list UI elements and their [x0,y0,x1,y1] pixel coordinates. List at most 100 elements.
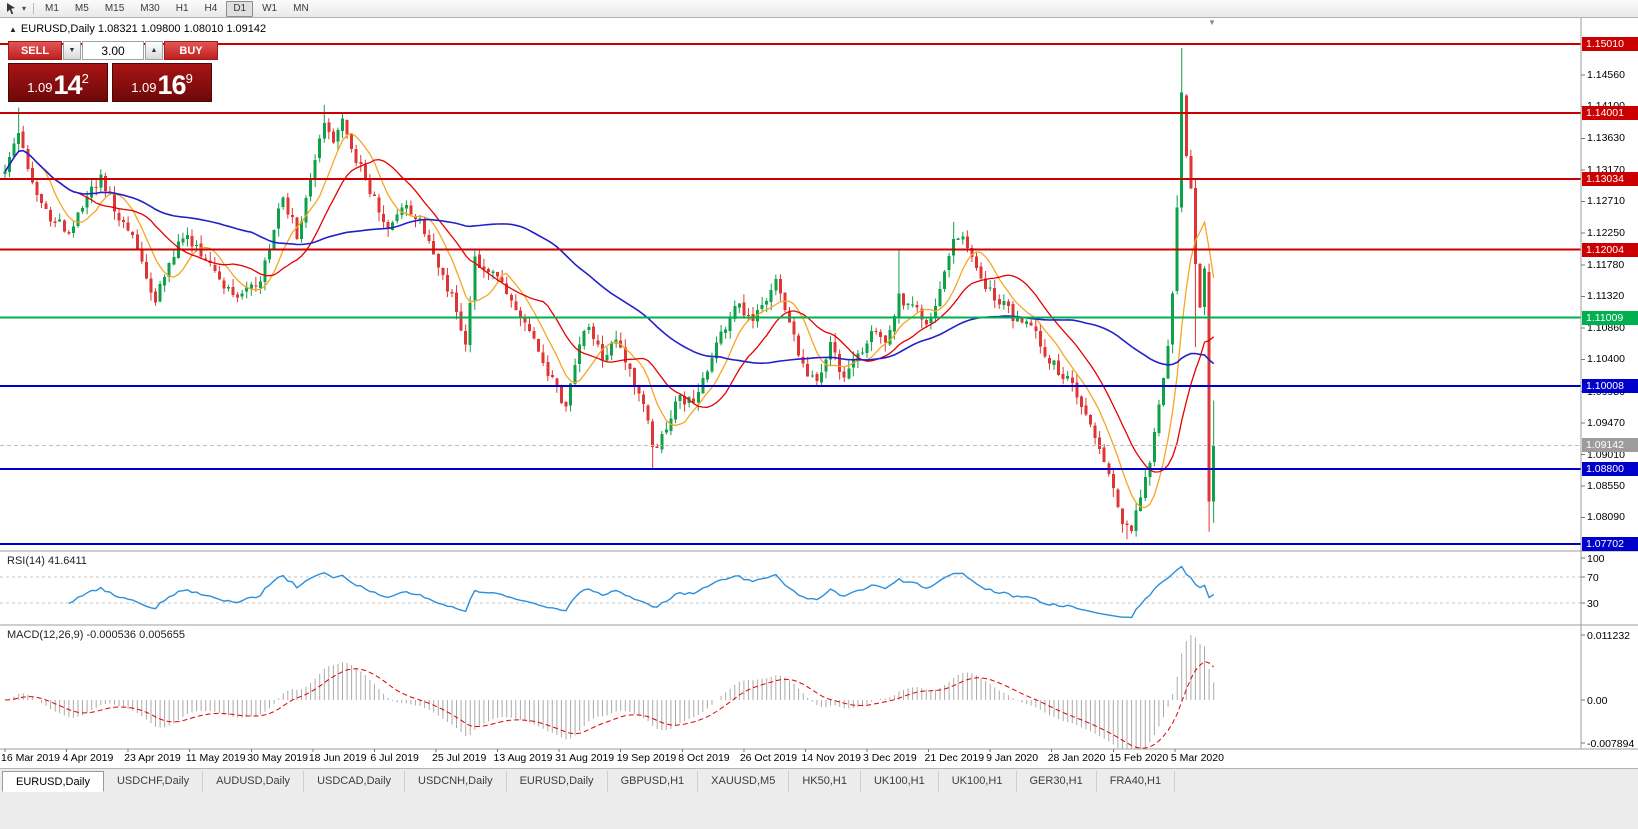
chart-tab-10[interactable]: UK100,H1 [939,771,1017,792]
price-scale-label: 1.14560 [1587,68,1625,81]
chart-tab-3[interactable]: USDCAD,Daily [304,771,406,792]
rsi-scale-label: 70 [1587,572,1599,585]
chart-tab-12[interactable]: FRA40,H1 [1097,771,1176,792]
timeframe-button-h1[interactable]: H1 [175,2,189,14]
time-axis-label: 3 Dec 2019 [862,752,917,764]
price-scale-label: 1.12250 [1587,226,1625,239]
sell-button[interactable]: SELL [8,41,62,60]
macd-indicator-label: MACD(12,26,9) -0.000536 0.005655 [7,629,185,641]
cursor-tool-icon[interactable] [3,2,19,16]
rsi-panel[interactable] [0,551,1581,625]
level-price-badge: 1.15010 [1582,37,1638,51]
price-scale-label: 1.09470 [1587,417,1625,430]
timeframe-button-h4[interactable]: H4 [204,2,218,14]
chart-tab-9[interactable]: UK100,H1 [861,771,939,792]
timeframe-button-m1[interactable]: M1 [45,2,59,14]
chart-shift-marker-icon[interactable]: ▼ [1208,18,1216,27]
one-click-trading-panel: SELL ▼ ▲ BUY 1.09 14 2 1.09 16 9 [8,41,218,102]
price-scale-label: 1.11780 [1587,258,1625,271]
time-axis-label: 28 Jan 2020 [1047,752,1106,764]
buy-price-big-digits: 16 [157,70,187,100]
sell-price-big-digits: 14 [53,70,83,100]
timeframe-button-mn[interactable]: MN [293,2,309,14]
level-price-badge: 1.08800 [1582,461,1638,476]
buy-price-pipette: 9 [185,71,193,86]
price-scale-label: 1.10860 [1587,321,1625,334]
price-scale-label: 1.10400 [1587,353,1625,366]
timeframe-button-m30[interactable]: M30 [140,2,160,14]
time-axis-label: 11 May 2019 [185,752,246,764]
level-price-badge: 1.11009 [1582,310,1638,325]
sell-price-pipette: 2 [81,71,89,86]
price-scale-label: 1.12710 [1587,195,1625,208]
time-axis-label: 5 Mar 2020 [1170,752,1224,764]
macd-panel[interactable] [0,625,1581,749]
up-arrow-icon: ▲ [150,47,158,54]
time-axis-label: 16 Mar 2019 [1,752,60,764]
timeframe-button-m15[interactable]: M15 [104,2,125,14]
toolbar-separator [33,3,34,14]
chart-tab-4[interactable]: USDCNH,Daily [405,771,507,792]
time-axis-label: 25 Jul 2019 [431,752,487,764]
time-axis-label: 21 Dec 2019 [924,752,985,764]
level-price-badge: 1.13034 [1582,172,1638,187]
chart-tabs: EURUSD,Daily USDCHF,Daily AUDUSD,Daily USDC… [0,771,1638,792]
buy-button[interactable]: BUY [164,41,218,60]
current-price-badge: 1.09142 [1582,438,1638,453]
price-scale-label: 1.08550 [1587,479,1625,492]
price-scale-label: 1.13630 [1587,132,1625,145]
timeframe-buttons: M1 M5 M15 M30 H1 H4 D1 W1 MN [38,0,318,17]
chart-header-text: EURUSD,Daily 1.08321 1.09800 1.08010 1.0… [20,23,267,35]
time-axis-label: 30 May 2019 [247,752,308,764]
timeframe-button-d1[interactable]: D1 [226,0,254,17]
timeframe-button-w1[interactable]: W1 [262,2,278,14]
time-axis-label: 15 Feb 2020 [1109,752,1169,764]
time-axis-label: 31 Aug 2019 [555,752,615,764]
chart-tab-11[interactable]: GER30,H1 [1017,771,1097,792]
chart-tab-bar: EURUSD,Daily USDCHF,Daily AUDUSD,Daily USDC… [0,768,1638,829]
sell-price-prefix: 1.09 [27,80,53,95]
chart-ohlc-header: ▲ EURUSD,Daily 1.08321 1.09800 1.08010 1… [9,23,266,35]
chart-tab-8[interactable]: HK50,H1 [789,771,861,792]
sell-price-panel[interactable]: 1.09 14 2 [8,63,108,102]
chart-tab-0[interactable]: EURUSD,Daily [2,771,104,792]
rsi-indicator-label: RSI(14) 41.6411 [7,555,87,567]
chart-tab-1[interactable]: USDCHF,Daily [104,771,204,792]
chart-tab-6[interactable]: GBPUSD,H1 [608,771,699,792]
time-axis-label: 4 Apr 2019 [62,752,114,764]
level-price-badge: 1.12004 [1582,242,1638,257]
time-axis-label: 9 Jan 2020 [986,752,1039,764]
macd-scale-label: 0.00 [1587,695,1608,707]
buy-price-panel[interactable]: 1.09 16 9 [112,63,212,102]
price-scale-label: 1.08090 [1587,511,1625,524]
main-chart-plot[interactable] [0,17,1581,551]
level-price-badge: 1.14001 [1582,106,1638,121]
timeframe-toolbar: ▾ M1 M5 M15 M30 H1 H4 D1 W1 MN [0,0,1638,18]
price-scale-label: 1.11320 [1587,290,1625,303]
rsi-scale-label: 30 [1587,597,1599,610]
toolbar-dropdown-caret-icon[interactable]: ▾ [21,4,26,13]
time-axis-label: 18 Jun 2019 [308,752,367,764]
time-axis-label: 19 Sep 2019 [616,752,677,764]
macd-scale-label: -0.007894 [1587,738,1635,750]
buy-price-prefix: 1.09 [131,80,157,95]
down-arrow-icon: ▼ [68,47,76,54]
level-price-badge: 1.10008 [1582,379,1638,394]
volume-increase-button[interactable]: ▲ [145,41,163,60]
time-axis-label: 8 Oct 2019 [678,752,730,764]
volume-input[interactable] [82,41,144,60]
time-axis-label: 13 Aug 2019 [493,752,553,764]
timeframe-button-m5[interactable]: M5 [74,2,89,14]
time-axis-label: 23 Apr 2019 [124,752,181,764]
volume-decrease-button[interactable]: ▼ [63,41,81,60]
rsi-scale-label: 100 [1587,553,1605,565]
chart-tab-5[interactable]: EURUSD,Daily [507,771,608,792]
macd-scale-label: 0.011232 [1587,630,1631,642]
chart-tab-7[interactable]: XAUUSD,M5 [698,771,790,792]
chart-symbol-icon: ▲ [9,24,17,34]
time-axis-label: 26 Oct 2019 [739,752,798,764]
chart-tab-2[interactable]: AUDUSD,Daily [203,771,305,792]
time-axis-label: 6 Jul 2019 [370,752,419,764]
